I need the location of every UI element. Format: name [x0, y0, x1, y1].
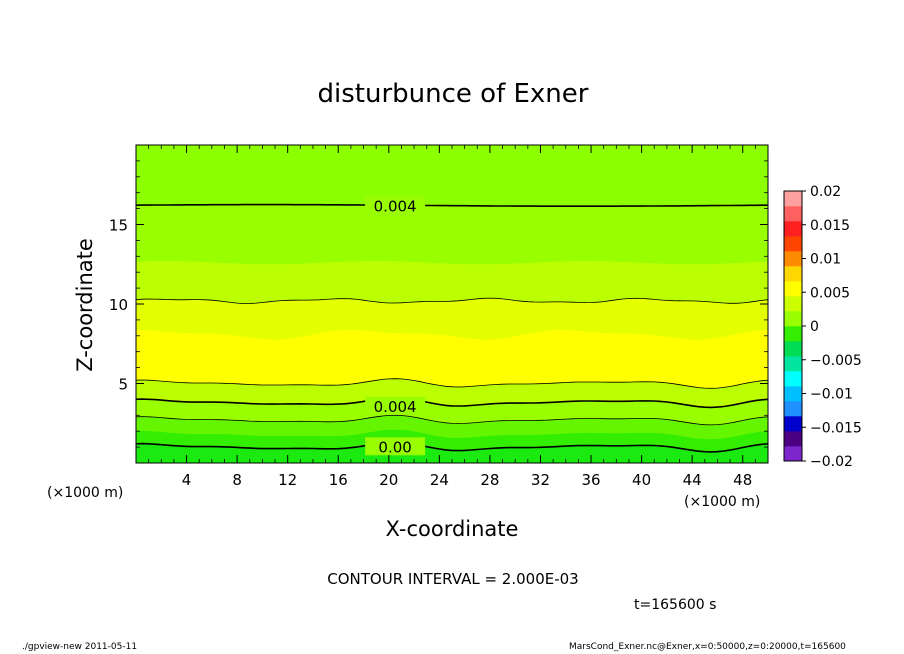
y-tick-label: 5 [118, 376, 128, 394]
colorbar-swatch [784, 326, 802, 342]
colorbar-label: 0 [810, 319, 819, 335]
colorbar-label: 0.02 [810, 184, 841, 200]
contour-lines [135, 203, 769, 453]
colorbar-swatch [784, 401, 802, 417]
plot-area: 0.004 0.004 0.00 [135, 144, 769, 464]
contour-label-bg [365, 396, 426, 415]
contour-line-i5 [135, 378, 769, 389]
colorbar-swatch [784, 341, 802, 357]
colorbar-label: 0.005 [810, 285, 850, 301]
contour-label: 0.004 [374, 398, 417, 416]
colorbar-swatch [784, 311, 802, 327]
contour-band-9 [136, 429, 768, 452]
colorbar-swatch [784, 281, 802, 297]
contour-band-8 [136, 415, 768, 440]
contour-labels: 0.004 0.004 0.00 [365, 196, 426, 456]
x-tick-label: 4 [182, 471, 192, 489]
colorbar-label: 0.01 [810, 252, 841, 268]
x-tick-label: 16 [329, 471, 348, 489]
colorbar: 0.02 0.015 0.01 0.005 0 −0.005 −0.01 −0.015 −0.0… [783, 184, 862, 470]
colorbar-swatch [784, 356, 802, 372]
contour-line-i16 [135, 203, 768, 207]
contour-band-5 [136, 329, 768, 389]
y-tick-label: 15 [109, 217, 128, 235]
time-text: t=165600 s [634, 597, 716, 613]
colorbar-label: 0.015 [810, 218, 850, 234]
x-tick-label: 32 [531, 471, 550, 489]
filled-bands [136, 145, 768, 463]
contour-band-4 [136, 298, 768, 340]
colorbar-swatch [784, 191, 802, 207]
contour-line-i4 [135, 396, 769, 409]
colorbar-label: −0.015 [810, 420, 862, 436]
contour-label-bg [365, 437, 426, 456]
contour-band-10 [136, 442, 768, 463]
chart-title: disturbunce of Exner [318, 79, 589, 109]
colorbar-swatch [784, 296, 802, 312]
contour-interval-text: CONTOUR INTERVAL = 2.000E-03 [327, 570, 578, 588]
colorbar-label: −0.01 [810, 387, 853, 403]
x-axis-unit: (×1000 m) [684, 494, 760, 510]
colorbar-label: −0.02 [810, 454, 853, 470]
x-axis: 4 8 12 16 20 24 28 32 36 40 44 48 [148, 145, 756, 489]
y-axis-label: Z-coordinate [73, 238, 97, 372]
x-axis-label: X-coordinate [386, 517, 519, 541]
x-tick-label: 20 [379, 471, 398, 489]
colorbar-swatch [784, 386, 802, 402]
y-tick-label: 10 [109, 296, 128, 314]
footer-left: ./gpview-new 2011-05-11 [22, 642, 138, 652]
contour-label: 0.00 [378, 438, 411, 456]
colorbar-swatch [784, 371, 802, 387]
contour-line-i3 [135, 414, 769, 426]
contour-line-i1 [135, 441, 769, 453]
x-tick-label: 40 [632, 471, 651, 489]
y-axis: 5 10 15 [109, 160, 768, 448]
x-tick-label: 28 [480, 471, 499, 489]
contour-line-i10 [135, 297, 769, 304]
contour-band-2 [136, 204, 768, 265]
colorbar-swatch [784, 236, 802, 252]
colorbar-swatch [784, 416, 802, 432]
x-tick-label: 24 [430, 471, 449, 489]
x-tick-label: 36 [581, 471, 600, 489]
x-tick-label: 12 [278, 471, 297, 489]
colorbar-swatch [784, 221, 802, 237]
x-tick-label: 44 [683, 471, 702, 489]
contour-band-1 [136, 145, 768, 207]
contour-label-bg [365, 196, 426, 215]
colorbar-swatch [784, 431, 802, 447]
contour-label: 0.004 [374, 197, 417, 215]
contour-band-3 [136, 261, 768, 304]
colorbar-swatch [784, 446, 802, 462]
colorbar-swatch [784, 266, 802, 282]
colorbar-swatch [784, 251, 802, 267]
x-tick-label: 8 [232, 471, 242, 489]
x-tick-label: 48 [733, 471, 752, 489]
colorbar-swatch [784, 206, 802, 222]
colorbar-label: −0.005 [810, 353, 862, 369]
y-axis-unit: (×1000 m) [47, 485, 123, 501]
contour-band-6 [136, 378, 768, 408]
footer-right: MarsCond_Exner.nc@Exner,x=0:50000,z=0:20… [569, 642, 846, 652]
